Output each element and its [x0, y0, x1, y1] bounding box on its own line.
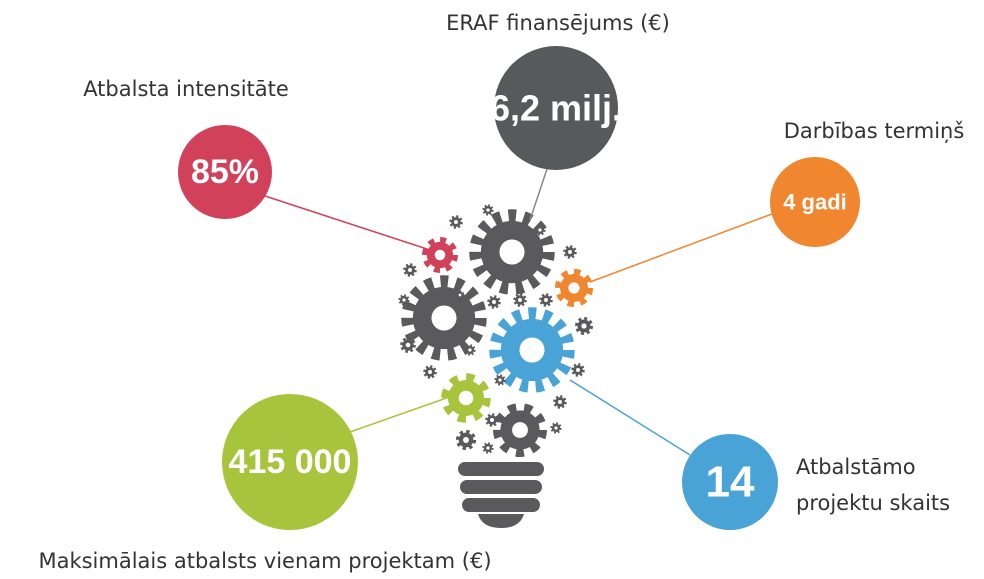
- gear-part: [518, 298, 522, 302]
- node-value: 415 000: [229, 443, 352, 481]
- bulb-base: [458, 462, 544, 528]
- gear-part: [486, 446, 489, 449]
- gear-part: [498, 378, 501, 381]
- node: 415 000 Maksimālais atbalsts vienam proj…: [38, 394, 491, 573]
- node: ERAF finansējums (€) 6,2 milj.: [446, 11, 670, 170]
- node-value: 85%: [191, 153, 259, 191]
- node-label: ERAF finansējums (€): [446, 11, 670, 35]
- gear-part: [576, 368, 580, 372]
- gear-part: [402, 298, 405, 301]
- gear-part: [492, 300, 496, 304]
- connector: [350, 395, 455, 432]
- infographic: ERAF finansējums (€) 6,2 milj. Atbalsta …: [0, 0, 984, 579]
- lightbulb-gears: [399, 205, 591, 453]
- node-label: Darbības termiņš: [784, 119, 965, 143]
- connector: [262, 195, 430, 250]
- gear-part: [558, 400, 562, 404]
- gear-part: [581, 323, 586, 328]
- gear-part: [406, 343, 411, 348]
- gear-part: [568, 250, 572, 254]
- gear-part: [454, 220, 458, 224]
- gear-part: [431, 305, 456, 330]
- gear-part: [554, 426, 557, 429]
- page: {"nodes": [ {"label": "ERAF finansējums …: [0, 0, 984, 579]
- node: Darbības termiņš 4 gadi: [770, 119, 964, 247]
- gear-part: [408, 268, 412, 272]
- gear-part: [468, 348, 471, 351]
- gear-part: [568, 282, 579, 293]
- connector: [590, 214, 772, 282]
- gear-part: [463, 437, 469, 443]
- node-value: 14: [706, 458, 755, 507]
- gear-part: [435, 250, 446, 261]
- connector: [530, 166, 548, 220]
- gear-part: [512, 422, 528, 438]
- node-value: 4 gadi: [783, 190, 847, 215]
- node-label: Atbalsta intensitāte: [83, 77, 289, 101]
- connector: [570, 380, 690, 455]
- gear-part: [428, 370, 432, 374]
- node: Atbalsta intensitāte 85%: [83, 77, 289, 219]
- gear-part: [519, 337, 544, 362]
- node-label: Maksimālais atbalsts vienam projektam (€…: [38, 549, 491, 573]
- node-label: projektu skaits: [796, 491, 950, 515]
- gear-part: [459, 391, 474, 406]
- node-value: 6,2 milj.: [490, 88, 622, 129]
- gear-part: [538, 228, 541, 231]
- gear-part: [499, 239, 524, 264]
- gear-part: [544, 298, 548, 302]
- node-label: Atbalstāmo: [796, 455, 916, 479]
- node: 14 Atbalstāmo projektu skaits: [682, 434, 950, 530]
- gear-part: [490, 418, 494, 422]
- gear-part: [459, 294, 462, 297]
- gear-part: [486, 208, 489, 211]
